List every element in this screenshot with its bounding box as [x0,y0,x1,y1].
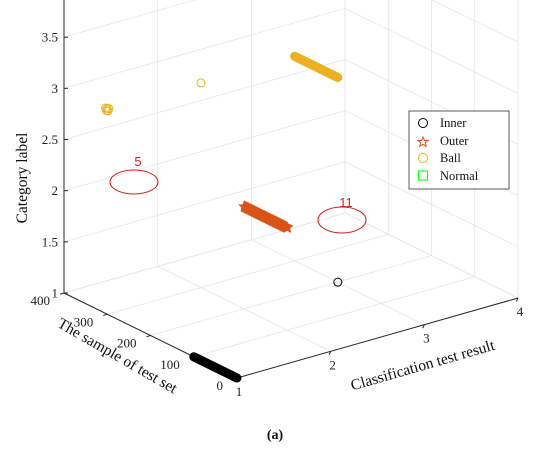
annotation-label-5: 5 [134,154,141,169]
z-tick-label: 2.5 [42,132,58,147]
floor-grid-y [107,233,389,315]
axes [59,0,519,382]
grid-lines [63,0,519,379]
legend-box [408,110,510,190]
floor-grid-y [193,276,475,358]
y-tick-label: 100 [160,357,180,372]
legend-label-outer: Outer [440,134,469,148]
back-wall-grid-z [63,212,346,294]
y-tick-label: 300 [74,314,94,329]
y-tick-label: 400 [31,293,51,308]
y-tick-label: 0 [217,378,224,393]
z-tick-label: 1.5 [42,234,58,249]
annotation-5: 5 [109,154,159,195]
legend-label-inner: Inner [440,116,467,130]
side-wall-grid-z [431,0,519,43]
back-wall-grid-z [63,0,197,38]
x-tick-mark [515,297,519,302]
y-tick-label: 200 [117,336,137,351]
point-outer [238,200,251,212]
point-ball [290,51,300,61]
z-tick-label: 3.5 [42,30,58,45]
legend-marker-ball [418,153,428,163]
legend-label-ball: Ball [440,151,461,165]
annotation-11: 11 [317,195,367,234]
legend: Inner Outer Ball Normal [408,110,510,190]
x-tick-label: 3 [423,331,430,346]
y-tick-mark [103,313,108,316]
series-inner [189,277,343,383]
x-tick-mark [422,324,425,329]
back-wall-grid-z [63,110,346,192]
back-wall-grid-z [63,7,346,89]
floor-grid-y [150,255,432,336]
legend-marker-inner [418,118,428,128]
back-wall-grid-z [63,161,346,243]
x-tick-mark [328,351,332,356]
point-inner [333,277,343,287]
series-ball [101,51,343,116]
legend-marker-normal [418,170,428,181]
x-tick-label: 1 [236,384,243,399]
legend-label-normal: Normal [440,169,479,183]
point-ball [196,78,206,88]
y-tick-mark [59,292,65,295]
z-tick-label: 2 [52,183,59,198]
z-axis-label: Category label [14,133,31,224]
x-axis-line [236,297,519,379]
side-wall-grid-z [344,212,519,299]
point-inner [189,352,199,362]
point-ball [104,104,114,114]
data-marks [101,51,446,383]
figure-caption: (a) [267,428,284,443]
z-tick-label: 3 [52,81,59,96]
back-wall-grid-z [63,59,346,140]
x-tick-label: 4 [517,304,524,319]
series-outer [238,143,446,233]
annotation-ellipse-11 [317,206,367,234]
annotation-ellipse-5 [109,169,159,195]
x-tick-label: 2 [329,357,336,372]
legend-marker-outer [416,135,430,148]
z-tick-label: 1 [52,286,59,301]
side-wall-grid-z [344,161,519,248]
annotation-label-11: 11 [339,195,353,210]
y-tick-mark [146,335,151,338]
side-wall-grid-z [344,7,519,94]
